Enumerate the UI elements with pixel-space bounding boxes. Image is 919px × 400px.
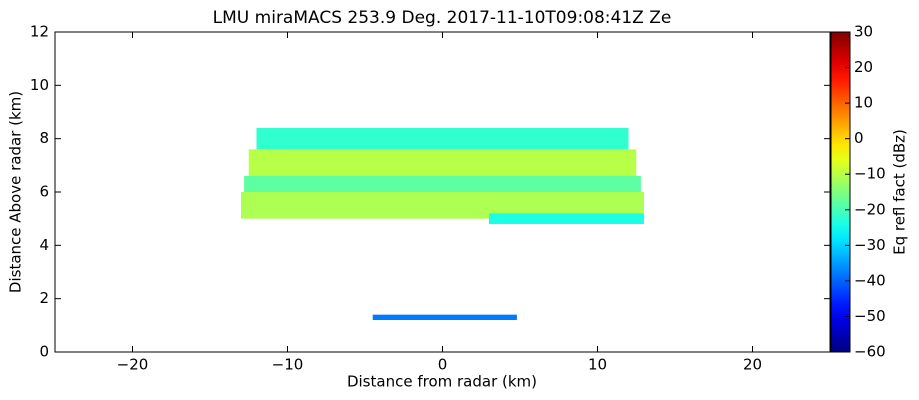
y-tick-label: 8 bbox=[39, 129, 49, 147]
colorbar-tick-label: 10 bbox=[854, 94, 873, 112]
colorbar-tick-label: −50 bbox=[854, 307, 886, 325]
reflectivity-region bbox=[372, 314, 517, 320]
y-tick-label: 12 bbox=[30, 23, 49, 41]
colorbar-tick-label: 30 bbox=[854, 23, 873, 41]
x-tick-label: −10 bbox=[272, 356, 304, 374]
colorbar-tick-label: −60 bbox=[854, 343, 886, 361]
x-tick-label: 0 bbox=[438, 356, 448, 374]
colorbar-tick-label: −40 bbox=[854, 271, 886, 289]
y-tick-label: 2 bbox=[39, 289, 49, 307]
x-tick-label: −20 bbox=[117, 356, 149, 374]
colorbar-tick-label: −20 bbox=[854, 200, 886, 218]
x-axis-label: Distance from radar (km) bbox=[347, 373, 537, 391]
reflectivity-region bbox=[256, 128, 629, 150]
y-tick-label: 10 bbox=[30, 76, 49, 94]
colorbar-label: Eq refl fact (dBz) bbox=[891, 129, 909, 255]
y-axis-label: Distance Above radar (km) bbox=[7, 91, 25, 293]
reflectivity-region bbox=[248, 149, 637, 176]
colorbar-tick-label: −30 bbox=[854, 236, 886, 254]
y-tick-label: 4 bbox=[39, 236, 49, 254]
x-tick-label: 20 bbox=[743, 356, 762, 374]
colorbar-tick-label: 20 bbox=[854, 58, 873, 76]
colorbar-tick-label: 0 bbox=[854, 129, 864, 147]
reflectivity-region bbox=[489, 213, 644, 224]
y-tick-label: 0 bbox=[39, 343, 49, 361]
colorbar bbox=[830, 31, 851, 353]
y-tick-label: 6 bbox=[39, 183, 49, 201]
chart-title: LMU miraMACS 253.9 Deg. 2017-11-10T09:08… bbox=[213, 8, 672, 28]
reflectivity-region bbox=[244, 176, 641, 192]
x-tick-label: 10 bbox=[588, 356, 607, 374]
colorbar-tick-label: −10 bbox=[854, 165, 886, 183]
